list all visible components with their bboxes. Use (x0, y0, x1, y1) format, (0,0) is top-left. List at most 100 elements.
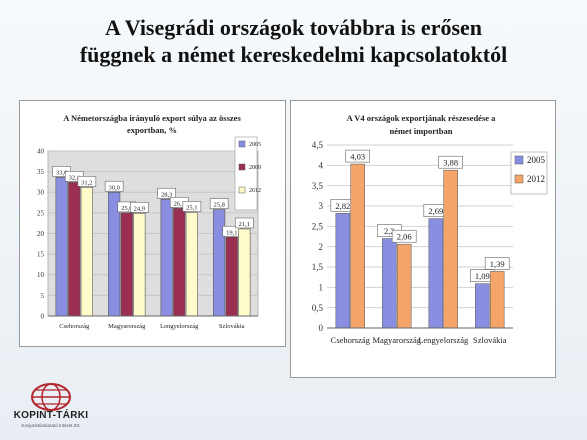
data-label: 30,0 (108, 184, 119, 191)
bar (350, 163, 365, 329)
data-label: 2,06 (397, 232, 412, 242)
left-bar-chart: A Németországba irányuló export súlya az… (37, 113, 261, 330)
data-label-box (77, 176, 97, 187)
data-label-box (157, 187, 176, 199)
bar (475, 283, 490, 329)
y-tick-label: 0,5 (312, 303, 324, 313)
legend-swatch (238, 186, 246, 194)
globe-logo-icon (31, 383, 71, 411)
legend-swatch (514, 155, 524, 165)
data-label-box (438, 155, 463, 169)
y-tick-label: 1,5 (312, 262, 324, 272)
y-tick-label: 0 (319, 323, 324, 333)
y-tick-label: 2 (319, 242, 324, 252)
chart-title-line: exportban, % (127, 125, 177, 135)
y-tick-label: 20 (37, 230, 45, 238)
bar (185, 212, 198, 317)
x-category-label: Szlovákia (473, 335, 507, 345)
y-tick-label: 2,5 (312, 221, 324, 231)
x-category-label: Magyarország (372, 335, 421, 345)
data-label-box (235, 217, 254, 229)
data-label: 4,03 (350, 152, 365, 162)
data-label: 31,2 (81, 179, 92, 186)
data-label-box (209, 198, 229, 209)
data-label: 19,1 (226, 229, 237, 236)
data-label: 2,82 (335, 201, 350, 211)
legend-label: 2009 (249, 165, 261, 171)
x-category-label: Csehország (59, 323, 90, 330)
y-tick-label: 0 (41, 312, 45, 320)
y-tick-label: 25 (37, 209, 45, 217)
y-tick-label: 15 (37, 251, 45, 259)
x-category-label: Lengyelország (418, 335, 469, 345)
data-label: 25,1 (186, 205, 197, 212)
y-tick-label: 30 (37, 189, 45, 197)
legend-swatch (238, 140, 246, 148)
data-label: 3,88 (443, 158, 458, 168)
bar (80, 187, 93, 317)
right-bar-chart: A V4 országok exportjának részesedése a n… (312, 113, 548, 345)
bar (120, 212, 133, 317)
chart-title-line: német importban (389, 126, 452, 136)
chart-legend: 2005 2012 (510, 151, 548, 195)
data-label: 25,0 (121, 205, 132, 212)
bar (213, 209, 226, 317)
bar (396, 243, 412, 329)
x-category-label: Lengyelország (160, 323, 199, 330)
bar (443, 169, 458, 329)
bar (55, 177, 68, 317)
chart-title-line: A Németországba irányuló export súlya az… (63, 113, 241, 123)
legend-swatch (514, 174, 524, 184)
bar (225, 236, 238, 317)
y-tick-label: 40 (37, 147, 45, 155)
data-label: 28,3 (161, 191, 172, 198)
data-label: 21,1 (239, 221, 250, 228)
x-category-label: Magyarország (108, 323, 146, 330)
y-tick-label: 3 (319, 201, 324, 211)
bar (489, 271, 505, 329)
logo-subtitle: Konjunktúrakutató Intézet Zrt. (21, 423, 81, 428)
slide-title-line-1: A Visegrádi országok továbbra is erősen (104, 15, 483, 40)
data-label-box (104, 180, 124, 192)
legend-label: 2012 (249, 188, 261, 194)
right-chart-panel: A V4 országok exportjának részesedése a n… (290, 100, 556, 378)
data-label: 26,1 (174, 200, 185, 207)
bar (238, 228, 251, 317)
bar (173, 208, 186, 317)
legend-label: 2005 (249, 142, 261, 148)
data-label: 2,69 (428, 206, 443, 216)
data-label-box (182, 201, 202, 212)
bar (68, 182, 81, 317)
data-label: 33,6 (56, 169, 68, 176)
data-label: 1,09 (475, 271, 490, 281)
kopint-tarki-logo: KOPINT-TÁRKI Konjunktúrakutató Intézet Z… (6, 382, 96, 436)
bar (428, 218, 444, 329)
y-tick-label: 1 (319, 282, 324, 292)
data-label: 2,2 (384, 226, 395, 236)
data-label: 25,8 (213, 202, 224, 209)
data-label-box (130, 201, 149, 213)
bar (133, 212, 146, 317)
data-label: 24,9 (134, 205, 145, 212)
slide-title-line-2: függnek a német kereskedelmi kapcsolatok… (79, 42, 508, 67)
bar (335, 213, 351, 329)
data-label-box (345, 149, 370, 163)
bar (160, 198, 173, 317)
legend-label: 2012 (527, 174, 545, 184)
left-chart-panel: A Németországba irányuló export súlya az… (19, 100, 286, 347)
x-category-label: Csehország (331, 335, 371, 345)
legend-label: 2005 (527, 155, 546, 165)
legend-swatch (238, 163, 246, 171)
chart-title-line: A V4 országok exportjának részesedése a (347, 113, 497, 123)
y-tick-label: 3,5 (312, 181, 324, 191)
data-label: 1,39 (490, 259, 505, 269)
bar (382, 238, 397, 329)
y-tick-label: 4,5 (312, 140, 324, 150)
x-category-label: Szlovákia (219, 323, 245, 330)
y-tick-label: 5 (41, 292, 45, 300)
data-label: 32,4 (69, 174, 81, 181)
y-tick-label: 35 (37, 168, 45, 176)
data-label-box (391, 229, 417, 243)
slide-title: A Visegrádi országok továbbra is erősen … (0, 14, 587, 68)
y-tick-label: 10 (37, 271, 45, 279)
